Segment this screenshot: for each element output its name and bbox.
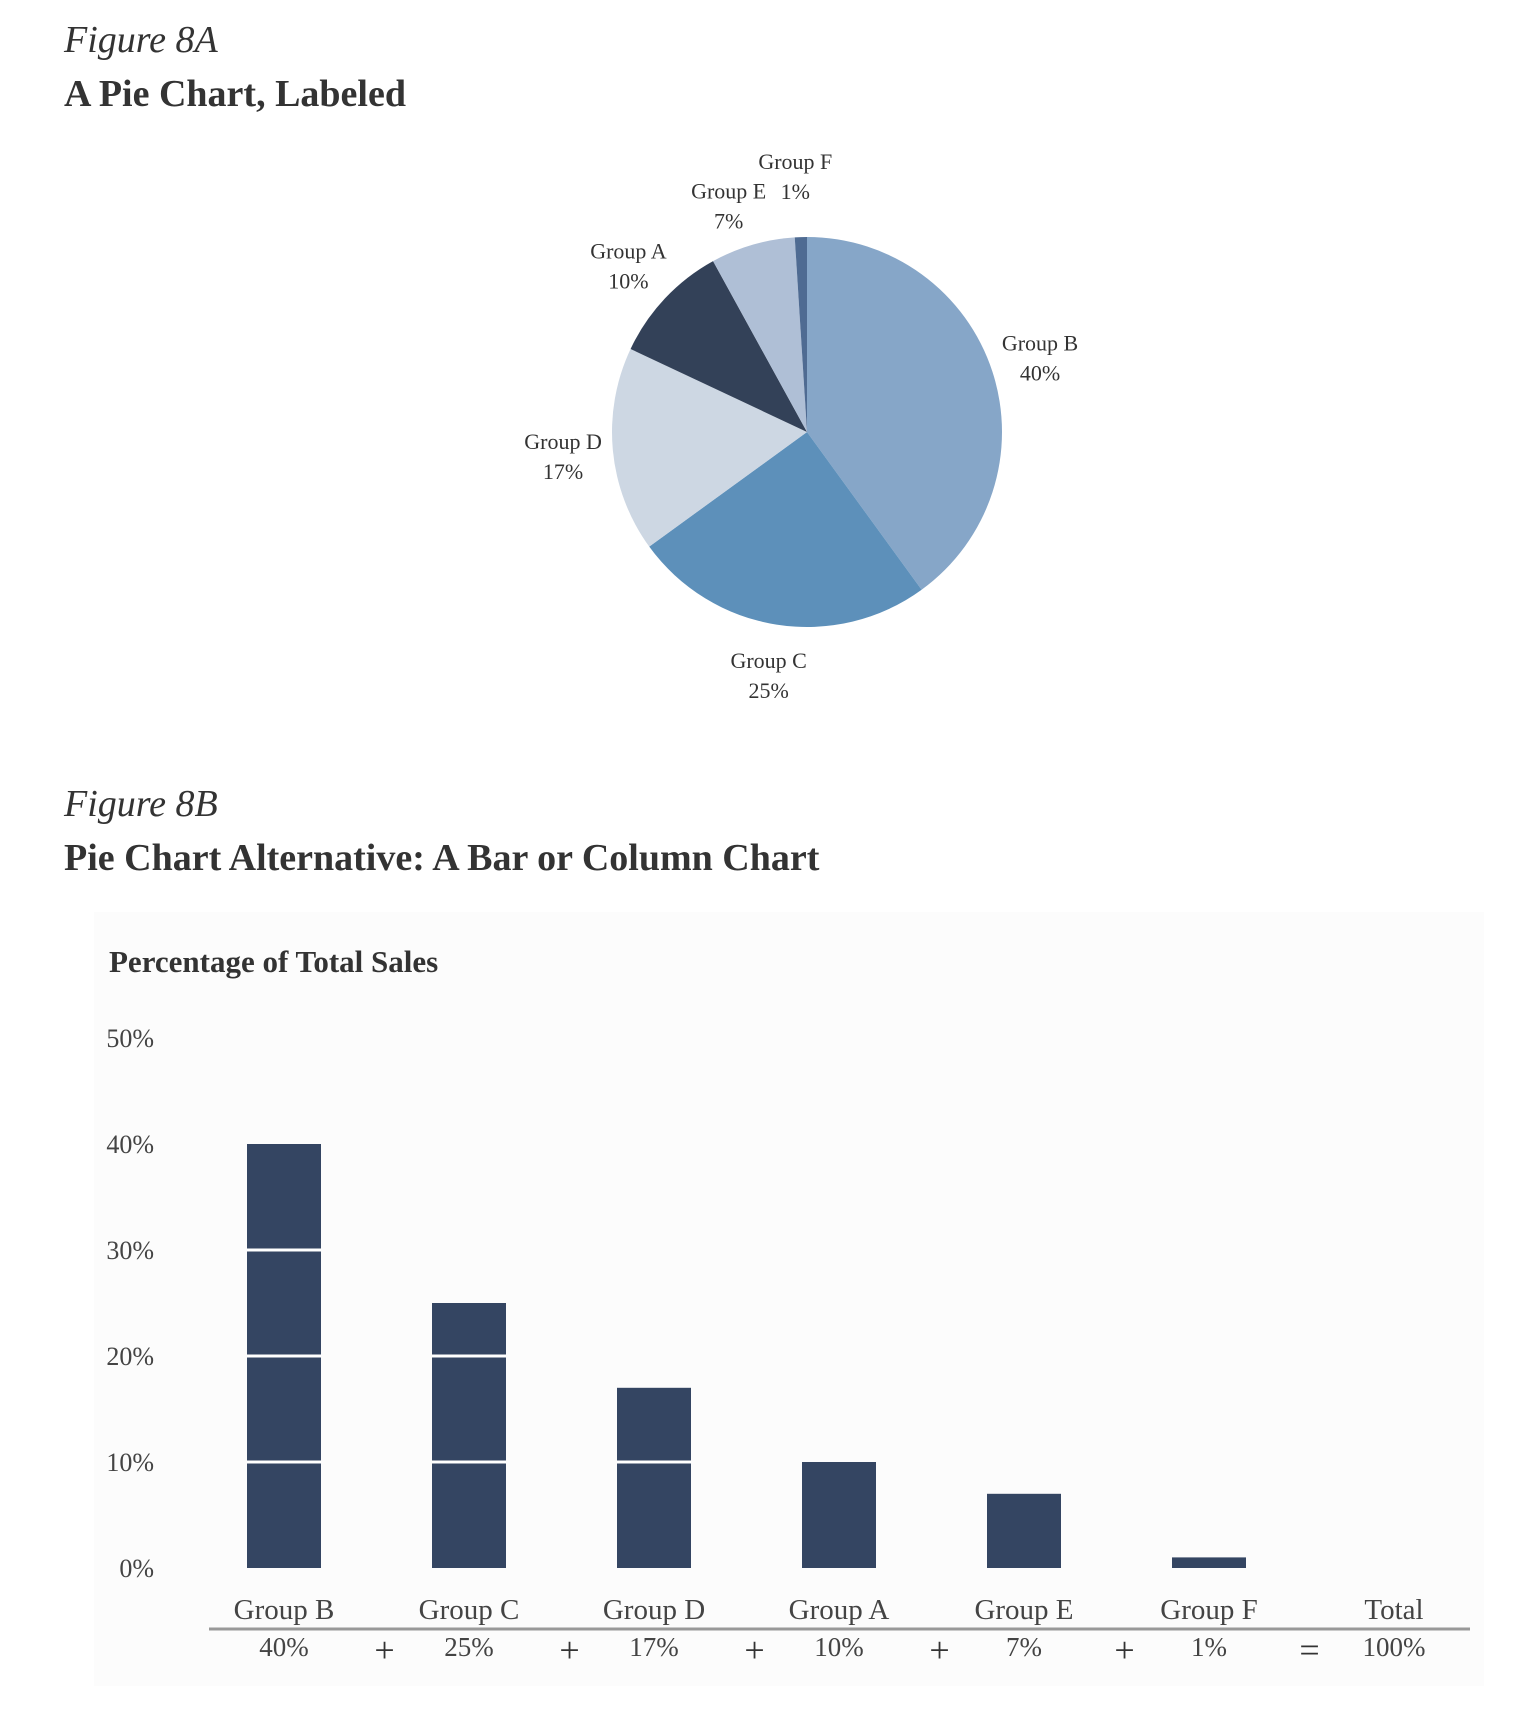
- pie-slice-group-c: [649, 432, 922, 627]
- plus-sign: +: [374, 1630, 394, 1670]
- y-tick-label: 40%: [106, 1130, 154, 1159]
- bar-group-c: [432, 1303, 506, 1568]
- pie-label-group-b: Group B: [1002, 330, 1078, 355]
- y-tick-label: 10%: [106, 1448, 154, 1477]
- bar-group-d: [617, 1387, 691, 1568]
- value-label-group-e: 7%: [1006, 1632, 1042, 1662]
- pie-value-group-b: 40%: [1020, 360, 1060, 385]
- bar-group-e: [987, 1493, 1061, 1568]
- total-label: Total: [1364, 1594, 1423, 1626]
- pie-label-group-d: Group D: [524, 429, 602, 454]
- pie-value-group-d: 17%: [543, 459, 583, 484]
- pie-value-group-c: 25%: [749, 678, 789, 703]
- value-label-group-d: 17%: [629, 1632, 679, 1662]
- equals-sign: =: [1299, 1630, 1319, 1670]
- y-tick-label: 20%: [106, 1342, 154, 1371]
- bar-group-f: [1172, 1557, 1246, 1568]
- y-tick-label: 50%: [106, 1024, 154, 1053]
- value-label-group-c: 25%: [444, 1632, 494, 1662]
- value-label-group-b: 40%: [259, 1632, 309, 1662]
- pie-value-group-f: 1%: [781, 179, 810, 204]
- category-label-group-d: Group D: [603, 1594, 705, 1626]
- pie-chart: Group B 40% Group C 25% Group D 17% Group A 10%…: [524, 150, 1078, 703]
- pie-label-group-a: Group A: [590, 238, 667, 263]
- pie-slice-group-e: [713, 237, 807, 432]
- category-label-group-b: Group B: [234, 1594, 335, 1626]
- pie-value-group-e: 7%: [714, 209, 743, 234]
- total-value: 100%: [1363, 1632, 1426, 1662]
- pie-label-group-e: Group E: [691, 179, 766, 204]
- figure-b-title: Pie Chart Alternative: A Bar or Column C…: [64, 837, 820, 879]
- plus-sign: +: [1114, 1630, 1134, 1670]
- pie-slice-group-a: [630, 261, 807, 432]
- value-label-group-f: 1%: [1191, 1632, 1227, 1662]
- plus-sign: +: [929, 1630, 949, 1670]
- pie-label-group-f: Group F: [758, 150, 832, 174]
- plus-sign: +: [744, 1630, 764, 1670]
- y-tick-label: 0%: [119, 1554, 154, 1583]
- pie-slice-group-f: [794, 237, 807, 432]
- figure-a-label: Figure 8A: [64, 19, 218, 61]
- plus-sign: +: [559, 1630, 579, 1670]
- bar-chart: Percentage of Total Sales 0% 10% 20% 30% 40% 5…: [106, 944, 1470, 1670]
- figure-a-title: A Pie Chart, Labeled: [64, 73, 406, 115]
- pie-label-group-c: Group C: [730, 648, 806, 673]
- bar-chart-title: Percentage of Total Sales: [109, 944, 438, 979]
- pie-value-group-a: 10%: [608, 268, 648, 293]
- category-label-group-e: Group E: [974, 1594, 1073, 1626]
- category-label-group-c: Group C: [419, 1594, 520, 1626]
- pie-slice-group-b: [807, 237, 1002, 590]
- bar-chart-panel: Percentage of Total Sales 0% 10% 20% 30% 40% 5…: [94, 912, 1484, 1686]
- category-label-group-f: Group F: [1160, 1594, 1257, 1626]
- figure-b-label: Figure 8B: [64, 783, 218, 825]
- category-label-group-a: Group A: [789, 1594, 890, 1626]
- bar-group-a: [802, 1462, 876, 1568]
- y-tick-label: 30%: [106, 1236, 154, 1265]
- pie-slice-group-d: [612, 348, 807, 547]
- value-label-group-a: 10%: [814, 1632, 864, 1662]
